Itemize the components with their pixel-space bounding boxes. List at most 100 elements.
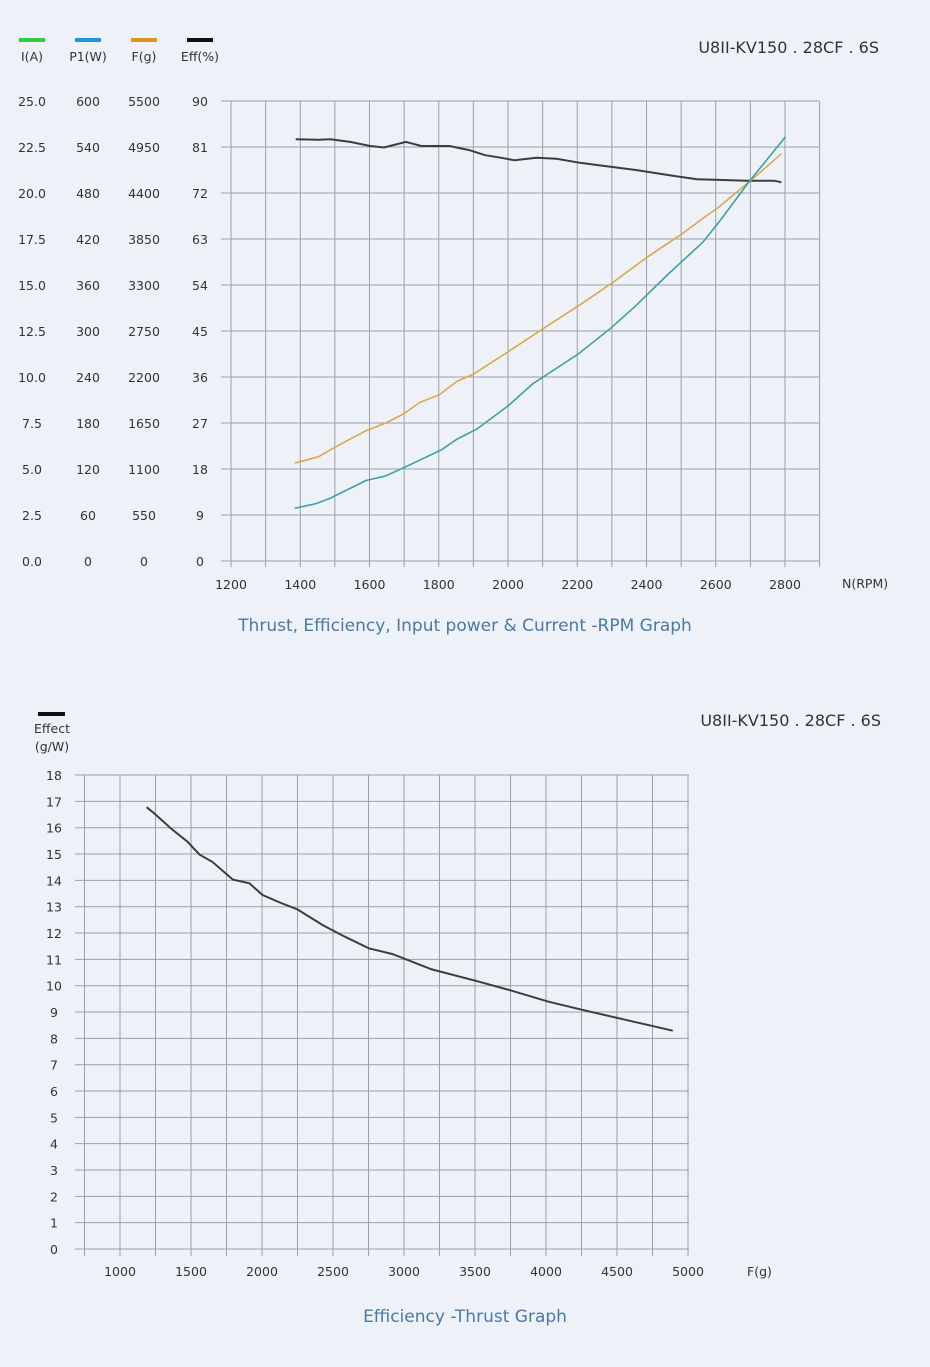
y-tick-label: 17.5 bbox=[18, 232, 46, 247]
y-tick-label: 300 bbox=[76, 324, 100, 339]
rpm-chart-series bbox=[294, 136, 786, 510]
y-tick-label: 63 bbox=[192, 232, 208, 247]
x-tick-label: 2000 bbox=[246, 1264, 278, 1279]
efficiency-chart-grid bbox=[75, 774, 689, 1256]
x-tick-label: 4500 bbox=[601, 1264, 633, 1279]
y-tick-label: 25.0 bbox=[18, 94, 46, 109]
y-tick-label: 1650 bbox=[128, 416, 160, 431]
y-tick-label: 17 bbox=[46, 794, 62, 809]
legend-swatch bbox=[75, 38, 101, 42]
series-line-fg bbox=[294, 153, 783, 464]
y-tick-label: 22.5 bbox=[18, 140, 46, 155]
y-tick-label: 18 bbox=[192, 462, 208, 477]
y-tick-label: 550 bbox=[132, 508, 156, 523]
efficiency-chart-caption: Efficiency -Thrust Graph bbox=[363, 1307, 567, 1327]
x-tick-label: 1200 bbox=[215, 577, 247, 592]
y-tick-label: 81 bbox=[192, 140, 208, 155]
y-tick-label: 12 bbox=[46, 926, 62, 941]
y-tick-label: 13 bbox=[46, 900, 62, 915]
y-tick-label: 0 bbox=[84, 554, 92, 569]
rpm-chart: I(A) P1(W) F(g) Eff(%) 25.0 22.5 20.0 17.5 15.0… bbox=[18, 38, 888, 636]
y-tick-label: 2.5 bbox=[22, 508, 42, 523]
legend-label: P1(W) bbox=[69, 49, 107, 64]
legend-swatch bbox=[187, 38, 213, 42]
x-tick-label: 1400 bbox=[284, 577, 316, 592]
rpm-chart-y-ticks: 25.0 22.5 20.0 17.5 15.0 12.5 10.0 7.5 5.0 2.5 0.0… bbox=[18, 94, 208, 569]
y-tick-label: 18 bbox=[46, 768, 62, 783]
y-tick-label: 16 bbox=[46, 821, 62, 836]
y-tick-label: 6 bbox=[50, 1084, 58, 1099]
efficiency-y-label-1: Effect bbox=[34, 721, 70, 736]
y-tick-label: 45 bbox=[192, 324, 208, 339]
y-tick-label: 240 bbox=[76, 370, 100, 385]
x-tick-label: 2800 bbox=[769, 577, 801, 592]
series-line-effect bbox=[145, 806, 674, 1032]
y-tick-label: 15 bbox=[46, 847, 62, 862]
y-tick-label: 420 bbox=[76, 232, 100, 247]
y-tick-label: 2750 bbox=[128, 324, 160, 339]
efficiency-chart-x-ticks: 1000 1500 2000 2500 3000 3500 4000 4500 5000 bbox=[104, 1264, 704, 1279]
y-tick-label: 0 bbox=[50, 1242, 58, 1257]
efficiency-y-label-2: (g/W) bbox=[35, 739, 69, 754]
x-tick-label: 5000 bbox=[672, 1264, 704, 1279]
x-tick-label: 1600 bbox=[354, 577, 386, 592]
efficiency-chart: Effect (g/W) 181716151413121110987654321… bbox=[34, 711, 881, 1327]
legend-swatch bbox=[131, 38, 157, 42]
x-tick-label: 2500 bbox=[317, 1264, 349, 1279]
legend-label: I(A) bbox=[21, 49, 43, 64]
y-tick-label: 10.0 bbox=[18, 370, 46, 385]
x-tick-label: 2200 bbox=[561, 577, 593, 592]
y-tick-label: 7 bbox=[50, 1058, 58, 1073]
rpm-chart-legend: I(A) P1(W) F(g) Eff(%) bbox=[19, 38, 219, 64]
rpm-chart-caption: Thrust, Efficiency, Input power & Curren… bbox=[237, 616, 692, 636]
y-tick-label: 7.5 bbox=[22, 416, 42, 431]
efficiency-chart-x-label: F(g) bbox=[747, 1264, 772, 1279]
y-tick-label: 360 bbox=[76, 278, 100, 293]
rpm-chart-x-label: N(RPM) bbox=[842, 576, 888, 591]
y-tick-label: 9 bbox=[196, 508, 204, 523]
y-tick-label: 20.0 bbox=[18, 186, 46, 201]
y-tick-label: 72 bbox=[192, 186, 208, 201]
efficiency-legend-swatch bbox=[38, 712, 65, 716]
y-tick-label: 5 bbox=[50, 1110, 58, 1125]
x-tick-label: 2400 bbox=[631, 577, 663, 592]
legend-label: F(g) bbox=[132, 49, 157, 64]
y-tick-label: 180 bbox=[76, 416, 100, 431]
y-tick-label: 2200 bbox=[128, 370, 160, 385]
x-tick-label: 1500 bbox=[175, 1264, 207, 1279]
y-tick-label: 600 bbox=[76, 94, 100, 109]
y-tick-label: 8 bbox=[50, 1031, 58, 1046]
efficiency-chart-series bbox=[145, 806, 674, 1032]
y-tick-label: 480 bbox=[76, 186, 100, 201]
y-tick-label: 0 bbox=[196, 554, 204, 569]
y-tick-label: 1100 bbox=[128, 462, 160, 477]
y-tick-label: 4 bbox=[50, 1137, 58, 1152]
y-tick-label: 3 bbox=[50, 1163, 58, 1178]
y-tick-label: 2 bbox=[50, 1189, 58, 1204]
y-tick-label: 0 bbox=[140, 554, 148, 569]
y-tick-label: 120 bbox=[76, 462, 100, 477]
rpm-chart-title: U8II-KV150 . 28CF . 6S bbox=[698, 38, 879, 57]
y-tick-label: 4950 bbox=[128, 140, 160, 155]
efficiency-chart-title: U8II-KV150 . 28CF . 6S bbox=[700, 711, 881, 730]
y-tick-label: 9 bbox=[50, 1005, 58, 1020]
x-tick-label: 3500 bbox=[459, 1264, 491, 1279]
y-tick-label: 3300 bbox=[128, 278, 160, 293]
x-tick-label: 1000 bbox=[104, 1264, 136, 1279]
y-tick-label: 12.5 bbox=[18, 324, 46, 339]
x-tick-label: 2000 bbox=[492, 577, 524, 592]
series-line-eff bbox=[295, 138, 782, 184]
y-tick-label: 4400 bbox=[128, 186, 160, 201]
y-tick-label: 3850 bbox=[128, 232, 160, 247]
y-tick-label: 90 bbox=[192, 94, 208, 109]
y-tick-label: 36 bbox=[192, 370, 208, 385]
y-tick-label: 54 bbox=[192, 278, 208, 293]
y-tick-label: 14 bbox=[46, 873, 62, 888]
y-tick-label: 540 bbox=[76, 140, 100, 155]
y-tick-label: 11 bbox=[46, 952, 62, 967]
y-tick-label: 0.0 bbox=[22, 554, 42, 569]
y-tick-label: 60 bbox=[80, 508, 96, 523]
x-tick-label: 3000 bbox=[388, 1264, 420, 1279]
